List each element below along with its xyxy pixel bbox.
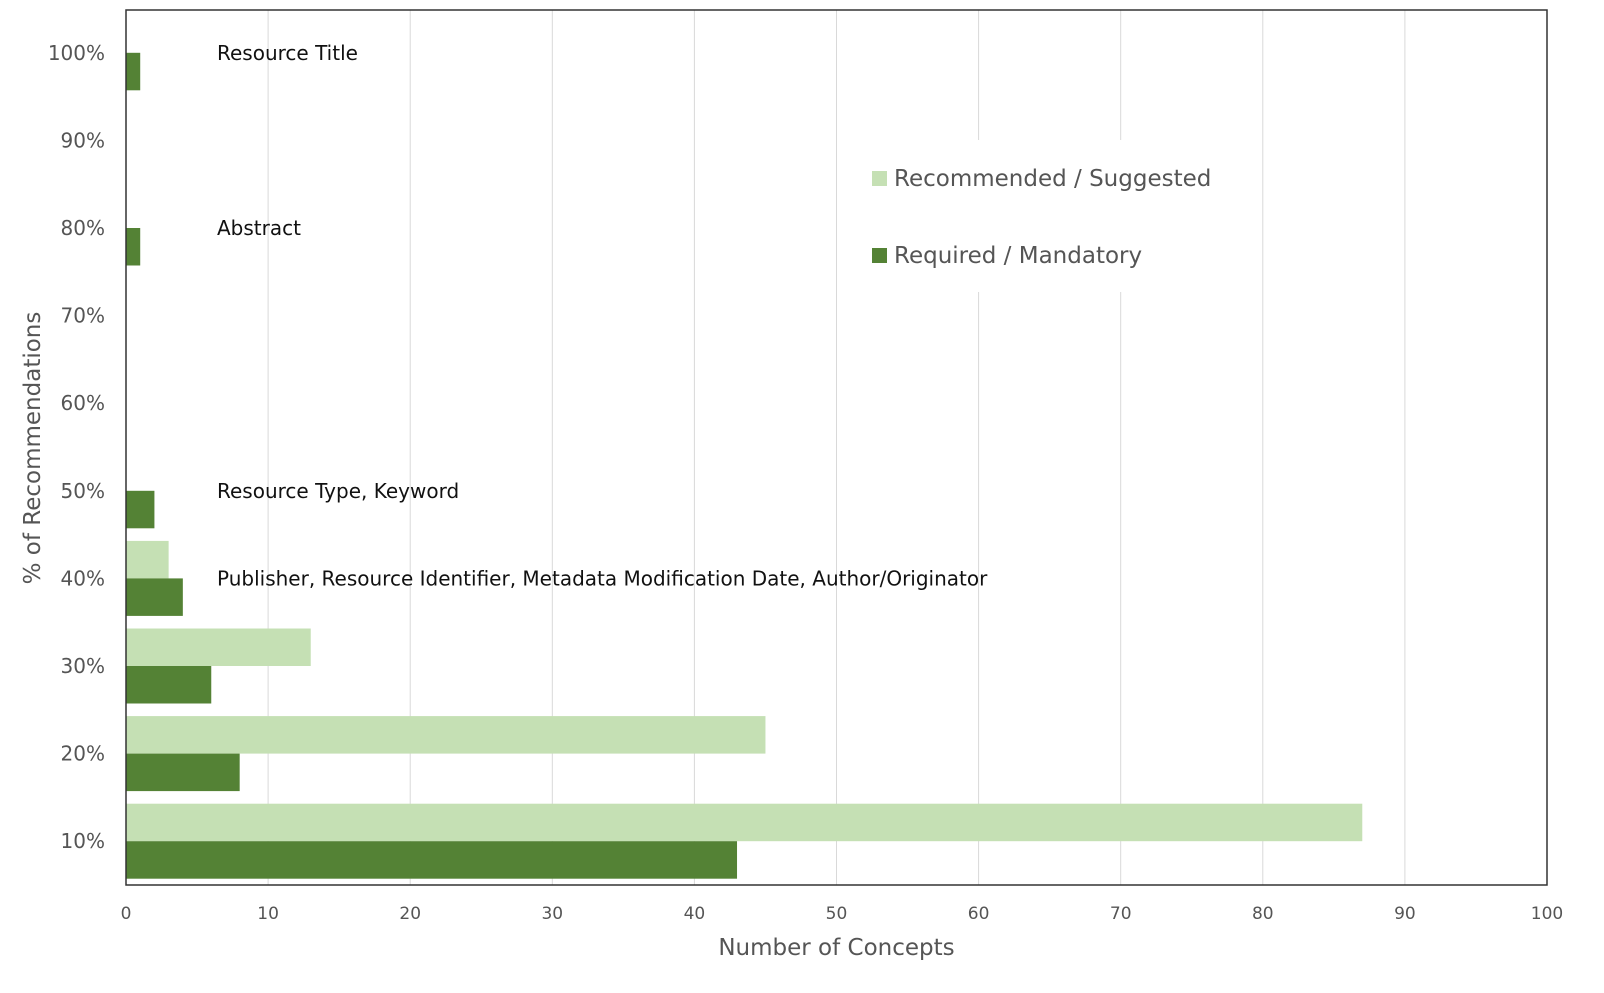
x-tick-label: 100: [1531, 904, 1563, 924]
x-tick-label: 0: [121, 904, 132, 924]
y-tick-label: 80%: [61, 216, 105, 240]
gridlines: [267, 10, 1406, 885]
x-axis-title: Number of Concepts: [718, 935, 954, 961]
x-axis-ticks: 0 10 20 30 40 50 60 70 80 90 100: [121, 904, 1564, 924]
legend-label: Required / Mandatory: [894, 243, 1142, 269]
legend-background: [862, 140, 1222, 292]
bar-required-10pct: [126, 841, 738, 879]
bars: [126, 52, 1363, 879]
y-axis-ticks: 10% 20% 30% 40% 50% 60% 70% 80% 90% 100%: [48, 41, 105, 853]
bar-annotation: Resource Title: [217, 41, 358, 65]
x-tick-label: 90: [1394, 904, 1416, 924]
x-tick-label: 30: [541, 904, 563, 924]
y-tick-label: 90%: [61, 128, 105, 152]
y-tick-label: 60%: [61, 391, 105, 415]
y-tick-label: 70%: [61, 304, 105, 328]
x-tick-label: 80: [1252, 904, 1274, 924]
annotations: Resource Title Abstract Resource Type, Key…: [217, 41, 988, 591]
y-tick-label: 100%: [48, 41, 105, 65]
bar-required-50pct: [126, 490, 155, 529]
x-tick-label: 40: [684, 904, 706, 924]
y-tick-label: 10%: [61, 829, 105, 853]
bar-recommended-30pct: [126, 628, 311, 666]
bar-recommended-40pct: [126, 540, 169, 579]
y-axis-title: % of Recommendations: [20, 312, 46, 585]
x-tick-label: 60: [968, 904, 990, 924]
x-tick-label: 10: [257, 904, 279, 924]
bar-annotation: Resource Type, Keyword: [217, 479, 459, 503]
y-tick-label: 50%: [61, 479, 105, 503]
bar-required-80pct: [126, 228, 141, 266]
legend-swatch: [872, 248, 887, 263]
bar-required-40pct: [126, 578, 183, 616]
bar-annotation: Publisher, Resource Identifier, Metadata…: [217, 566, 988, 590]
legend-swatch: [872, 171, 887, 186]
bar-required-20pct: [126, 753, 240, 792]
bar-required-100pct: [126, 52, 141, 91]
bar-recommended-10pct: [126, 803, 1363, 842]
bar-required-30pct: [126, 666, 212, 704]
x-tick-label: 50: [826, 904, 848, 924]
bar-annotation: Abstract: [217, 216, 301, 240]
bar-recommended-20pct: [126, 716, 766, 754]
plot-area-frame: [125, 9, 1548, 886]
legend: Recommended / Suggested Required / Mandat…: [862, 140, 1222, 292]
y-tick-label: 20%: [61, 742, 105, 766]
legend-label: Recommended / Suggested: [894, 166, 1211, 192]
x-tick-label: 20: [399, 904, 421, 924]
x-tick-label: 70: [1110, 904, 1132, 924]
y-tick-label: 30%: [61, 654, 105, 678]
y-tick-label: 40%: [61, 566, 105, 590]
